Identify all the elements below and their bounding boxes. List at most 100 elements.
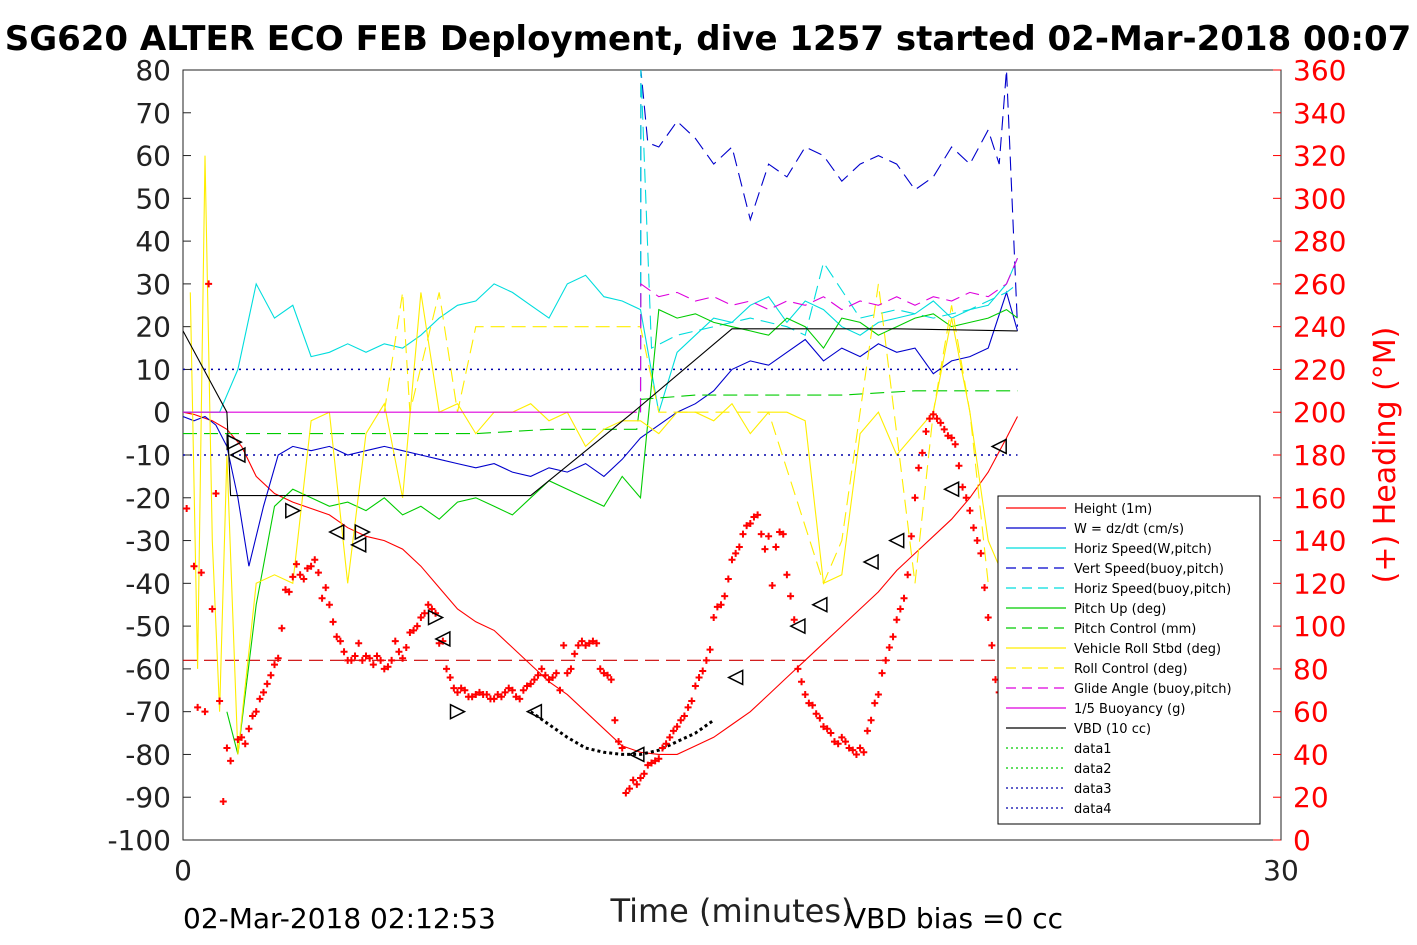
heading-point (194, 703, 202, 711)
marker-triangle-right (427, 609, 445, 626)
heading-point (516, 695, 524, 703)
y-axis-right: 3603403203002802602402202001801601401201… (1273, 54, 1346, 857)
heading-point (472, 691, 480, 699)
heading-point (373, 652, 381, 660)
heading-point (219, 798, 227, 805)
series-line-6 (183, 390, 1018, 435)
heading-point (750, 513, 758, 521)
heading-point (805, 699, 813, 707)
heading-point (497, 693, 505, 701)
y-right-tick-label: 120 (1293, 567, 1346, 600)
y-right-tick-label: 320 (1293, 140, 1346, 173)
legend-label: W = dz/dt (cm/s) (1074, 522, 1184, 537)
heading-point (183, 504, 191, 512)
marker-triangle-left (726, 669, 744, 686)
heading-point (314, 569, 322, 577)
heading-point (669, 727, 677, 735)
heading-point (278, 624, 286, 632)
heading-point (552, 669, 560, 677)
heading-point (794, 665, 802, 673)
heading-point (845, 744, 853, 752)
heading-point (234, 735, 242, 743)
heading-point (772, 543, 780, 551)
legend-label: Glide Angle (buoy,pitch) (1074, 682, 1232, 697)
heading-point (512, 693, 520, 701)
heading-point (567, 665, 575, 673)
y-right-tick-label: 100 (1293, 610, 1346, 643)
heading-point (205, 280, 213, 288)
heading-point (852, 750, 860, 758)
y-tick-label: -10 (125, 439, 171, 472)
heading-point (388, 656, 396, 664)
series-layer (183, 70, 1019, 756)
y-right-tick-label: 140 (1293, 525, 1346, 558)
heading-point (285, 588, 293, 596)
heading-point (841, 738, 849, 746)
legend-label: data2 (1074, 762, 1112, 777)
heading-point (721, 592, 729, 600)
heading-point (955, 462, 963, 470)
heading-point (940, 425, 948, 433)
series-line-9 (639, 257, 1019, 413)
heading-point (190, 562, 198, 570)
marker-triangle-right (285, 502, 302, 519)
heading-point (765, 532, 773, 540)
y-tick-label: 80 (135, 54, 171, 87)
heading-point (347, 656, 355, 664)
heading-point (713, 603, 721, 611)
heading-point (871, 699, 879, 707)
y-right-tick-label: 0 (1293, 824, 1311, 857)
heading-point (208, 605, 216, 613)
heading-point (538, 665, 546, 673)
heading-point (322, 584, 330, 592)
heading-point (633, 780, 641, 788)
heading-point (809, 701, 817, 709)
legend-label: Horiz Speed(buoy,pitch) (1074, 582, 1231, 597)
marker-triangle-left (990, 438, 1007, 455)
heading-point (571, 650, 579, 658)
heading-point (929, 410, 937, 418)
heading-point (882, 656, 890, 664)
heading-point (227, 757, 235, 765)
heading-point (915, 464, 923, 472)
heading-point (834, 740, 842, 748)
legend-label: Height (1m) (1074, 502, 1152, 517)
heading-point (981, 584, 989, 592)
legend-label: data1 (1074, 742, 1112, 757)
heading-point (223, 744, 231, 752)
heading-point (212, 490, 220, 497)
legend-label: Roll Control (deg) (1074, 662, 1188, 677)
heading-point (717, 601, 725, 609)
heading-point (988, 641, 996, 649)
heading-point (918, 449, 926, 457)
marker-triangle-right (354, 523, 372, 541)
y-tick-label: -30 (125, 525, 171, 558)
y-tick-label: 30 (135, 268, 171, 301)
heading-point (395, 648, 403, 656)
heading-point (611, 716, 619, 724)
y-right-tick-label: 280 (1293, 225, 1346, 258)
y-right-tick-label: 200 (1293, 396, 1346, 429)
heading-point (651, 757, 659, 765)
marker-triangle-left (888, 532, 905, 549)
heading-point (340, 648, 348, 656)
heading-point (421, 609, 429, 617)
heading-point (541, 671, 549, 679)
heading-point (556, 686, 564, 694)
heading-point (779, 530, 787, 538)
y-tick-label: 20 (135, 311, 171, 344)
heading-point (369, 661, 377, 669)
heading-point (684, 703, 692, 711)
y-tick-label: 0 (153, 396, 171, 429)
heading-point (281, 586, 289, 594)
heading-point (867, 716, 875, 724)
y-tick-label: -80 (125, 738, 171, 771)
marker-triangle-right (449, 703, 467, 720)
heading-point (508, 686, 516, 694)
heading-point (984, 614, 992, 622)
heading-point (680, 712, 688, 720)
y-tick-label: 10 (135, 353, 171, 386)
heading-point (735, 543, 743, 551)
y-right-tick-label: 60 (1293, 696, 1329, 729)
